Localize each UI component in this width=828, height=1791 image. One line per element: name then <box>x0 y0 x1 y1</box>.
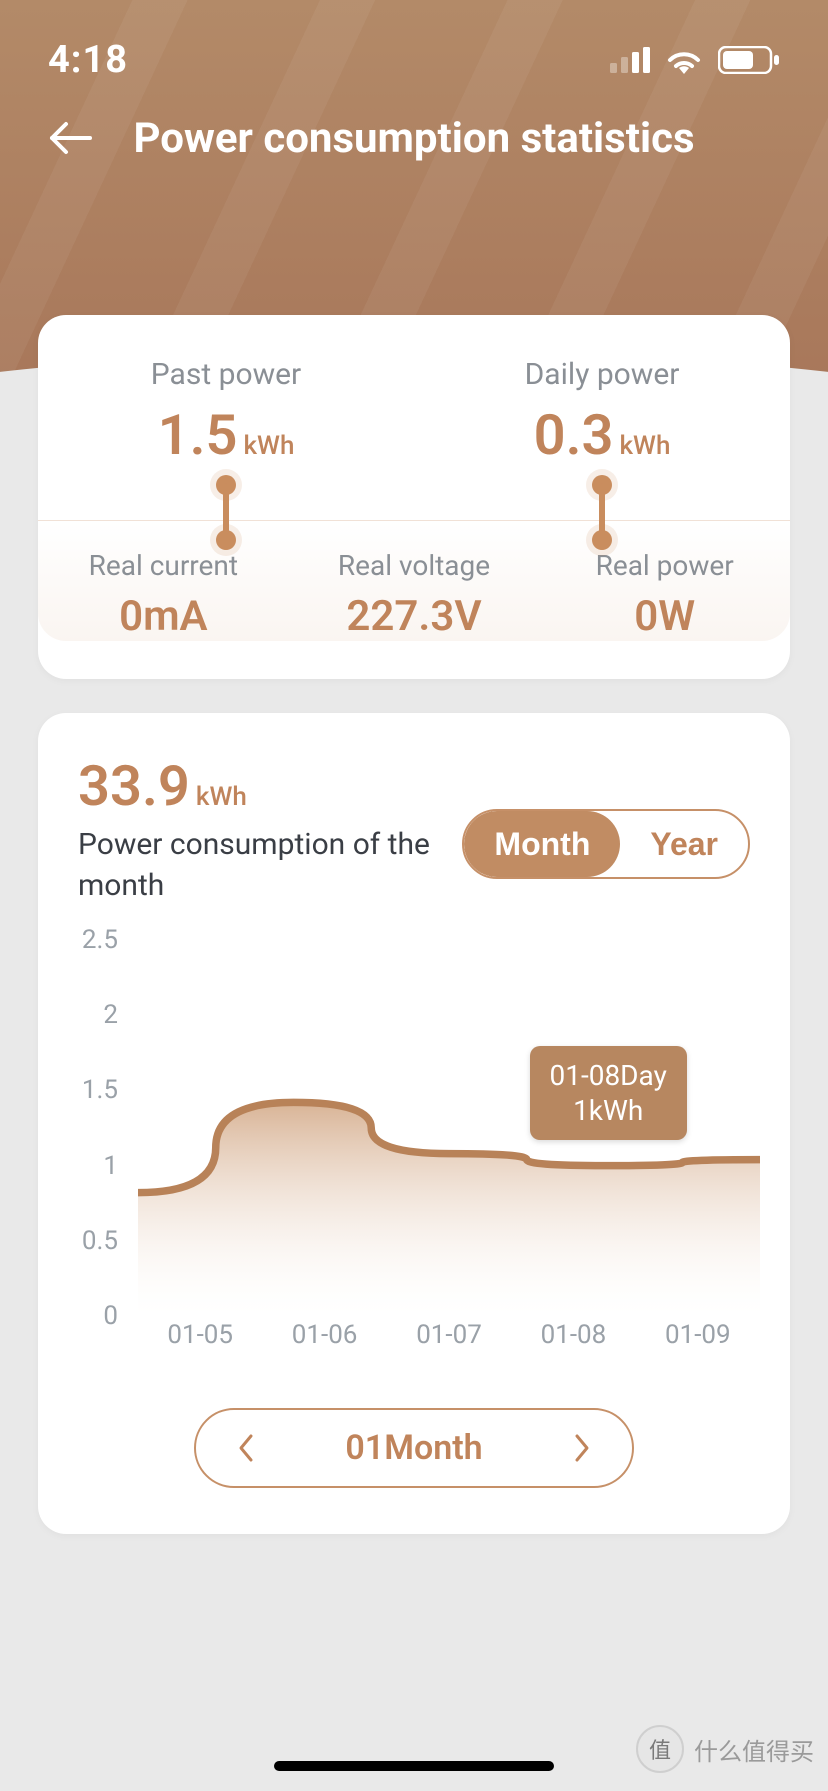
x-tick: 01-07 <box>387 1320 511 1370</box>
status-icons <box>610 46 780 74</box>
month-selector-label: 01Month <box>345 1428 482 1468</box>
watermark-badge: 值 <box>636 1725 684 1773</box>
chart-plot[interactable]: 01-08Day 1kWh <box>138 940 760 1316</box>
metric-daily-power: Daily power 0.3kWh <box>414 357 790 468</box>
chart-card: 33.9kWh Power consumption of the month M… <box>38 713 790 1534</box>
y-tick: 0 <box>58 1301 118 1331</box>
y-tick: 2 <box>58 1000 118 1030</box>
metrics-card: Past power 1.5kWh Daily power 0.3kWh Rea… <box>38 315 790 679</box>
chevron-right-icon <box>572 1433 592 1463</box>
chart-y-axis: 2.521.510.50 <box>58 940 128 1316</box>
status-bar: 4:18 <box>0 0 828 100</box>
metric-unit: kWh <box>244 431 295 461</box>
metric-past-power: Past power 1.5kWh <box>38 357 414 468</box>
chart-x-axis: 01-0501-0601-0701-0801-09 <box>138 1320 760 1370</box>
period-toggle: Month Year <box>462 809 750 879</box>
chart-total-value: 33.9 <box>78 753 190 819</box>
x-tick: 01-09 <box>636 1320 760 1370</box>
wifi-icon <box>664 46 704 74</box>
metric-value: 1.5 <box>158 402 238 468</box>
metric-label: Real power <box>543 549 786 582</box>
chart-total-unit: kWh <box>196 782 247 812</box>
month-next-button[interactable] <box>566 1432 598 1464</box>
chart-caption: Power consumption of the month <box>78 825 438 906</box>
metric-label: Past power <box>38 357 414 392</box>
metric-unit: kWh <box>620 431 671 461</box>
period-month-button[interactable]: Month <box>464 811 620 877</box>
y-tick: 1.5 <box>58 1075 118 1105</box>
metric-value: 0mA <box>119 592 208 641</box>
y-tick: 2.5 <box>58 925 118 955</box>
metric-label: Real voltage <box>293 549 536 582</box>
cellular-icon <box>610 47 650 73</box>
chevron-left-icon <box>236 1433 256 1463</box>
month-selector: 01Month <box>194 1408 634 1488</box>
metric-value: 0.3 <box>534 402 614 468</box>
page-title: Power consumption statistics <box>40 114 788 163</box>
x-tick: 01-08 <box>511 1320 635 1370</box>
y-tick: 0.5 <box>58 1226 118 1256</box>
metric-value: 0W <box>634 592 695 641</box>
metric-real-voltage: Real voltage 227.3V <box>289 549 540 641</box>
chart-total: 33.9kWh <box>78 753 462 819</box>
metric-label: Daily power <box>414 357 790 392</box>
metric-label: Real current <box>42 549 285 582</box>
y-tick: 1 <box>58 1151 118 1181</box>
metric-value: 227.3V <box>346 592 481 641</box>
status-time: 4:18 <box>48 38 128 82</box>
chart-tooltip: 01-08Day 1kWh <box>530 1046 687 1140</box>
battery-icon <box>718 46 780 74</box>
metric-real-power: Real power 0W <box>539 549 790 641</box>
month-prev-button[interactable] <box>230 1432 262 1464</box>
x-tick: 01-06 <box>262 1320 386 1370</box>
x-tick: 01-05 <box>138 1320 262 1370</box>
metric-real-current: Real current 0mA <box>38 549 289 641</box>
home-indicator[interactable] <box>274 1761 554 1771</box>
watermark: 值 什么值得买 <box>636 1725 814 1773</box>
period-year-button[interactable]: Year <box>620 811 748 877</box>
watermark-text: 什么值得买 <box>694 1732 814 1767</box>
